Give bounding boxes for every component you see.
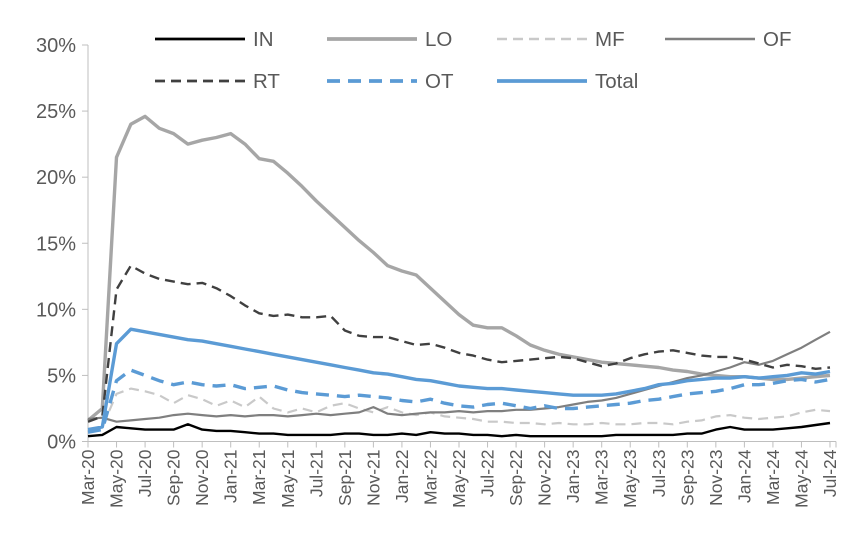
x-tick-label: Jul-21 — [306, 450, 326, 498]
x-tick-label: Jul-20 — [135, 449, 155, 497]
series-line-of — [87, 330, 831, 423]
x-tick-label: Nov-22 — [535, 450, 555, 506]
legend-item-total: Total — [497, 70, 638, 93]
legend-item-mf: MF — [497, 28, 625, 51]
x-tick-label: Mar-20 — [78, 449, 98, 505]
y-tick-label: 5% — [47, 365, 76, 387]
x-tick-label: Jul-22 — [478, 450, 498, 498]
x-tick-label: Jan-23 — [563, 450, 583, 504]
y-tick-label: 20% — [36, 167, 76, 189]
legend-label-mf: MF — [595, 28, 625, 51]
x-tick-label: May-23 — [620, 450, 640, 508]
legend-item-of: OF — [665, 28, 791, 51]
legend-label-total: Total — [595, 70, 638, 93]
y-axis: 30% 25% 20% 15% 10% 5% 0% — [36, 35, 89, 454]
y-tick-label: 10% — [36, 299, 76, 321]
series-line-rt — [87, 264, 831, 423]
x-tick-label: Sep-23 — [677, 450, 697, 506]
x-tick-label: Jul-24 — [820, 449, 840, 497]
x-tick-label: Mar-21 — [249, 450, 269, 505]
x-tick-label: May-20 — [107, 449, 127, 508]
x-tick-label: May-24 — [791, 449, 811, 508]
y-tick-label: 25% — [36, 101, 76, 123]
series-line-total — [87, 327, 831, 432]
series-line-mf — [87, 387, 831, 431]
x-tick-label: Jan-24 — [734, 449, 754, 503]
y-tick-label: 30% — [36, 35, 76, 57]
series-line-lo — [86, 114, 831, 422]
x-tick-label: Jan-22 — [392, 450, 412, 504]
x-tick-label: May-22 — [449, 450, 469, 508]
x-tick-label: Jan-21 — [221, 450, 241, 504]
x-tick-label: Sep-22 — [506, 450, 526, 506]
series-line-in — [87, 421, 831, 438]
legend-item-in: IN — [155, 28, 274, 51]
x-tick-label: Nov-23 — [706, 450, 726, 506]
legend-label-ot: OT — [425, 70, 454, 93]
x-tick-label: Nov-21 — [363, 450, 383, 506]
x-tick-label: Mar-24 — [763, 449, 783, 505]
legend-label-of: OF — [763, 28, 791, 51]
x-tick-label: May-21 — [278, 450, 298, 508]
legend-label-in: IN — [253, 28, 274, 51]
legend: IN LO MF OF RT OT Total — [155, 28, 791, 93]
x-tick-label: Mar-23 — [592, 450, 612, 505]
x-tick-label: Nov-20 — [192, 449, 212, 506]
x-axis: Mar-20 May-20 Jul-20 Sep-20 Nov-20 Jan-21 Mar-… — [78, 441, 840, 508]
series-lines — [86, 114, 831, 438]
y-tick-label: 0% — [47, 432, 76, 454]
legend-label-lo: LO — [425, 28, 452, 51]
legend-label-rt: RT — [253, 70, 280, 93]
x-tick-label: Jul-23 — [649, 450, 669, 498]
x-tick-label: Mar-22 — [420, 450, 440, 505]
legend-item-lo: LO — [327, 28, 452, 51]
legend-item-rt: RT — [155, 70, 280, 93]
x-tick-label: Sep-21 — [335, 450, 355, 506]
x-tick-label: Sep-20 — [164, 449, 184, 506]
legend-item-ot: OT — [327, 70, 454, 93]
y-tick-label: 15% — [36, 233, 76, 255]
